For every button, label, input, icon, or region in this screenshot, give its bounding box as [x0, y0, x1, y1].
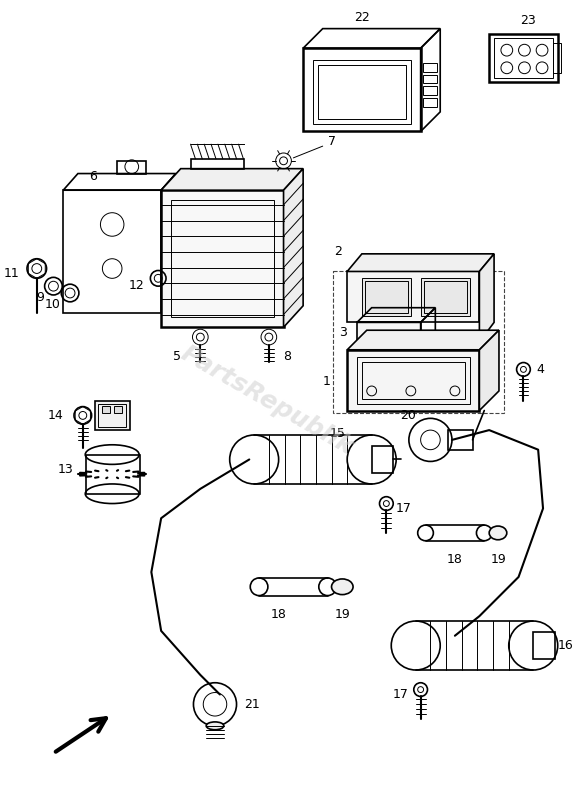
Bar — [102, 406, 110, 414]
Bar — [553, 43, 561, 73]
Polygon shape — [347, 350, 479, 410]
Bar — [318, 65, 406, 118]
Bar — [365, 282, 408, 313]
Bar — [371, 446, 393, 473]
Bar — [489, 34, 558, 82]
Bar — [420, 278, 470, 315]
Text: 23: 23 — [520, 14, 536, 26]
Bar — [95, 401, 130, 430]
Bar — [423, 282, 467, 313]
Bar — [423, 74, 437, 83]
Text: 5: 5 — [173, 350, 180, 363]
Bar — [494, 38, 553, 78]
Text: 1: 1 — [323, 374, 331, 388]
Text: 17: 17 — [393, 688, 409, 701]
Text: 8: 8 — [284, 350, 291, 363]
Ellipse shape — [489, 526, 507, 540]
Text: 15: 15 — [329, 427, 345, 440]
Text: 3: 3 — [339, 326, 347, 338]
Bar — [362, 278, 411, 315]
Text: 21: 21 — [244, 698, 260, 710]
Bar — [362, 362, 465, 398]
Polygon shape — [347, 271, 479, 322]
Ellipse shape — [332, 579, 353, 594]
Text: 22: 22 — [354, 10, 370, 24]
Text: 12: 12 — [128, 278, 144, 292]
Text: 18: 18 — [271, 608, 287, 622]
Bar — [448, 430, 472, 450]
Bar — [171, 200, 274, 318]
Bar — [423, 86, 437, 95]
Text: 19: 19 — [335, 608, 350, 622]
Polygon shape — [479, 330, 499, 410]
Bar — [114, 406, 122, 414]
Polygon shape — [161, 169, 303, 190]
Text: 16: 16 — [558, 639, 573, 652]
Text: 9: 9 — [36, 291, 44, 305]
Bar — [332, 271, 504, 414]
Text: 18: 18 — [447, 554, 463, 566]
Text: 20: 20 — [400, 409, 416, 422]
Text: 4: 4 — [536, 363, 544, 376]
Bar — [99, 404, 126, 427]
Polygon shape — [479, 254, 494, 342]
Text: 10: 10 — [44, 298, 60, 311]
Bar — [533, 632, 555, 659]
Text: 14: 14 — [47, 409, 63, 422]
Bar — [423, 63, 437, 72]
Polygon shape — [347, 254, 494, 271]
Text: 2: 2 — [335, 246, 342, 258]
Text: PartsRepublik: PartsRepublik — [176, 342, 357, 460]
Polygon shape — [161, 190, 284, 327]
Text: 13: 13 — [57, 462, 73, 476]
Bar — [313, 60, 411, 124]
Bar — [423, 98, 437, 107]
Text: 11: 11 — [4, 267, 19, 280]
Text: 7: 7 — [328, 134, 336, 148]
Bar — [357, 357, 470, 404]
Text: 6: 6 — [89, 170, 96, 183]
Polygon shape — [284, 169, 303, 327]
Polygon shape — [347, 330, 499, 350]
Ellipse shape — [206, 722, 224, 730]
Polygon shape — [357, 322, 420, 347]
Bar — [86, 454, 140, 494]
Bar — [303, 48, 420, 131]
Text: 17: 17 — [396, 502, 412, 515]
Text: 19: 19 — [491, 554, 507, 566]
